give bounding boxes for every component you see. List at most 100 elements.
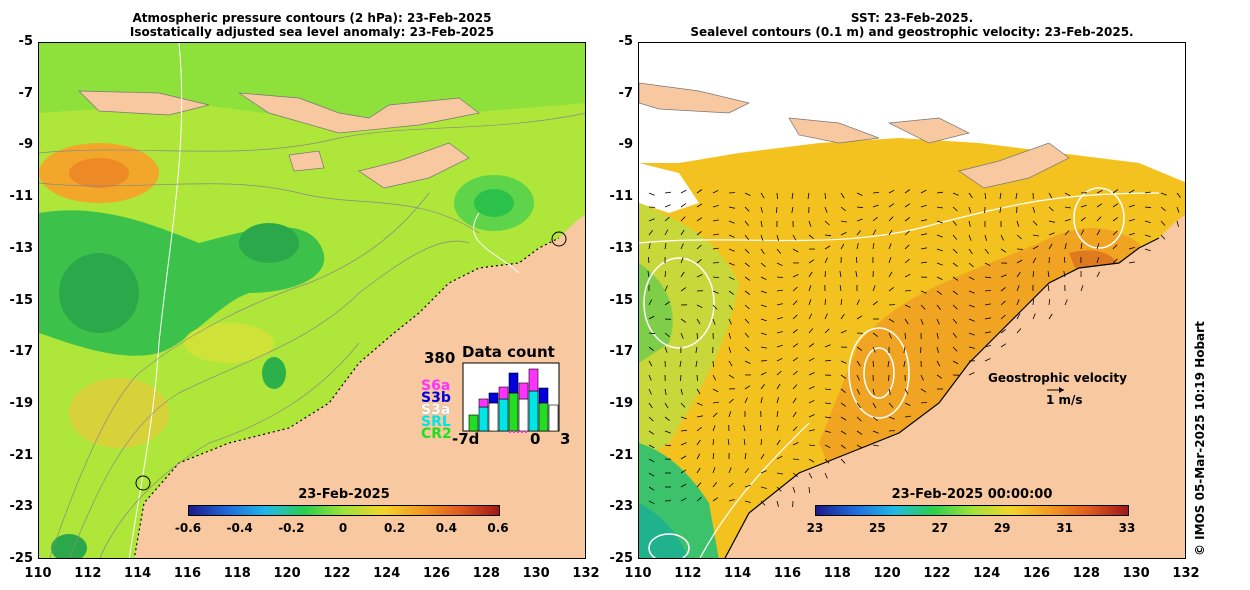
sealevel-contour <box>643 257 715 349</box>
velocity-arrow <box>648 416 654 422</box>
velocity-arrow <box>952 290 959 295</box>
x-tick-label: 118 <box>223 566 251 581</box>
velocity-arrow <box>728 332 731 339</box>
data-count-bar <box>538 402 549 432</box>
velocity-arrow <box>824 220 830 226</box>
velocity-arrow <box>680 388 683 395</box>
velocity-arrow <box>792 286 798 292</box>
velocity-arrow-field <box>647 189 1181 508</box>
velocity-arrow <box>664 430 671 434</box>
velocity-arrow <box>1096 229 1101 236</box>
velocity-arrow <box>840 206 846 212</box>
velocity-arrow <box>792 314 798 320</box>
velocity-arrow <box>760 234 764 241</box>
velocity-arrow <box>744 234 750 240</box>
velocity-arrow <box>728 346 732 353</box>
velocity-arrow <box>728 411 732 418</box>
velocity-arrow <box>984 303 991 306</box>
y-tick-label: -11 <box>9 189 34 205</box>
velocity-arrow <box>1160 192 1167 196</box>
velocity-arrow <box>903 360 906 367</box>
velocity-arrow <box>1048 243 1053 250</box>
y-tick-label: -13 <box>9 240 34 256</box>
y-tick-label: -25 <box>9 551 34 566</box>
velocity-arrow <box>1128 233 1135 236</box>
velocity-arrow <box>872 416 878 422</box>
ssla-warm-core <box>69 158 129 188</box>
velocity-arrow <box>696 467 701 474</box>
velocity-arrow <box>1160 206 1166 212</box>
australia-land <box>725 214 1185 558</box>
velocity-arrow <box>855 256 858 264</box>
colorbar-tick-label: 29 <box>993 521 1011 535</box>
x-tick-label: 124 <box>373 566 401 581</box>
sst-cool-west <box>639 203 739 463</box>
velocity-arrow <box>744 192 751 196</box>
velocity-arrow <box>680 332 684 339</box>
y-tick-label: -9 <box>618 137 633 153</box>
velocity-arrow <box>1032 257 1037 264</box>
velocity-arrow <box>1096 190 1103 194</box>
velocity-arrow <box>952 220 958 226</box>
data-count-x-mid: 0 <box>530 430 541 448</box>
data-count-bar <box>528 368 539 392</box>
velocity-arrow <box>888 243 892 250</box>
velocity-arrow <box>760 438 762 446</box>
velocity-arrow <box>744 318 750 324</box>
velocity-arrow <box>824 444 831 449</box>
x-tick-label: 130 <box>1122 566 1150 581</box>
velocity-arrow <box>984 234 987 241</box>
velocity-arrow <box>760 486 767 489</box>
velocity-arrow <box>952 276 959 281</box>
velocity-arrow <box>680 271 685 278</box>
velocity-arrow <box>776 317 783 320</box>
velocity-arrow <box>999 192 1002 199</box>
velocity-arrow <box>888 332 892 339</box>
velocity-arrow <box>968 290 975 294</box>
velocity-arrow <box>1096 271 1101 278</box>
velocity-arrow <box>824 206 828 213</box>
velocity-arrow <box>776 234 779 241</box>
velocity-arrow <box>1112 189 1119 194</box>
velocity-arrow <box>968 192 973 199</box>
velocity-arrow <box>984 192 987 200</box>
velocity-arrow <box>920 247 927 250</box>
velocity-arrow <box>728 374 735 379</box>
velocity-arrow <box>664 388 667 395</box>
velocity-arrow <box>648 430 655 435</box>
x-tick-label: 120 <box>273 566 301 581</box>
left-title-line2: Isostatically adjusted sea level anomaly… <box>129 25 495 39</box>
velocity-arrow <box>1032 220 1038 226</box>
velocity-arrow <box>696 274 703 278</box>
velocity-arrow <box>1000 286 1006 292</box>
velocity-arrow <box>680 497 687 502</box>
velocity-arrow <box>1048 192 1053 199</box>
velocity-arrow <box>856 218 863 222</box>
y-tick-label: -19 <box>9 395 34 411</box>
x-tick-label: 122 <box>323 566 351 581</box>
velocity-arrow <box>920 290 927 294</box>
colorbar-tick-label: -0.6 <box>174 521 202 535</box>
velocity-arrow <box>920 261 927 264</box>
velocity-arrow <box>712 247 719 250</box>
velocity-arrow <box>744 276 751 281</box>
velocity-arrow <box>824 472 828 479</box>
java-land <box>639 82 751 114</box>
velocity-arrow <box>760 248 765 255</box>
velocity-arrow <box>1112 230 1118 236</box>
velocity-arrow <box>680 318 687 323</box>
velocity-arrow <box>744 453 747 460</box>
velocity-arrow <box>680 455 687 460</box>
velocity-arrow <box>824 458 830 464</box>
velocity-arrow <box>792 472 798 478</box>
bathymetry-contour <box>99 342 360 558</box>
velocity-arrow <box>1047 285 1050 292</box>
velocity-arrow <box>760 332 767 336</box>
velocity-arrow <box>1096 216 1102 222</box>
velocity-arrow <box>872 332 879 337</box>
velocity-arrow <box>808 399 815 404</box>
velocity-arrow <box>696 332 698 340</box>
velocity-arrow <box>776 344 783 348</box>
velocity-arrow <box>792 370 798 376</box>
sealevel-contour <box>639 192 1160 244</box>
